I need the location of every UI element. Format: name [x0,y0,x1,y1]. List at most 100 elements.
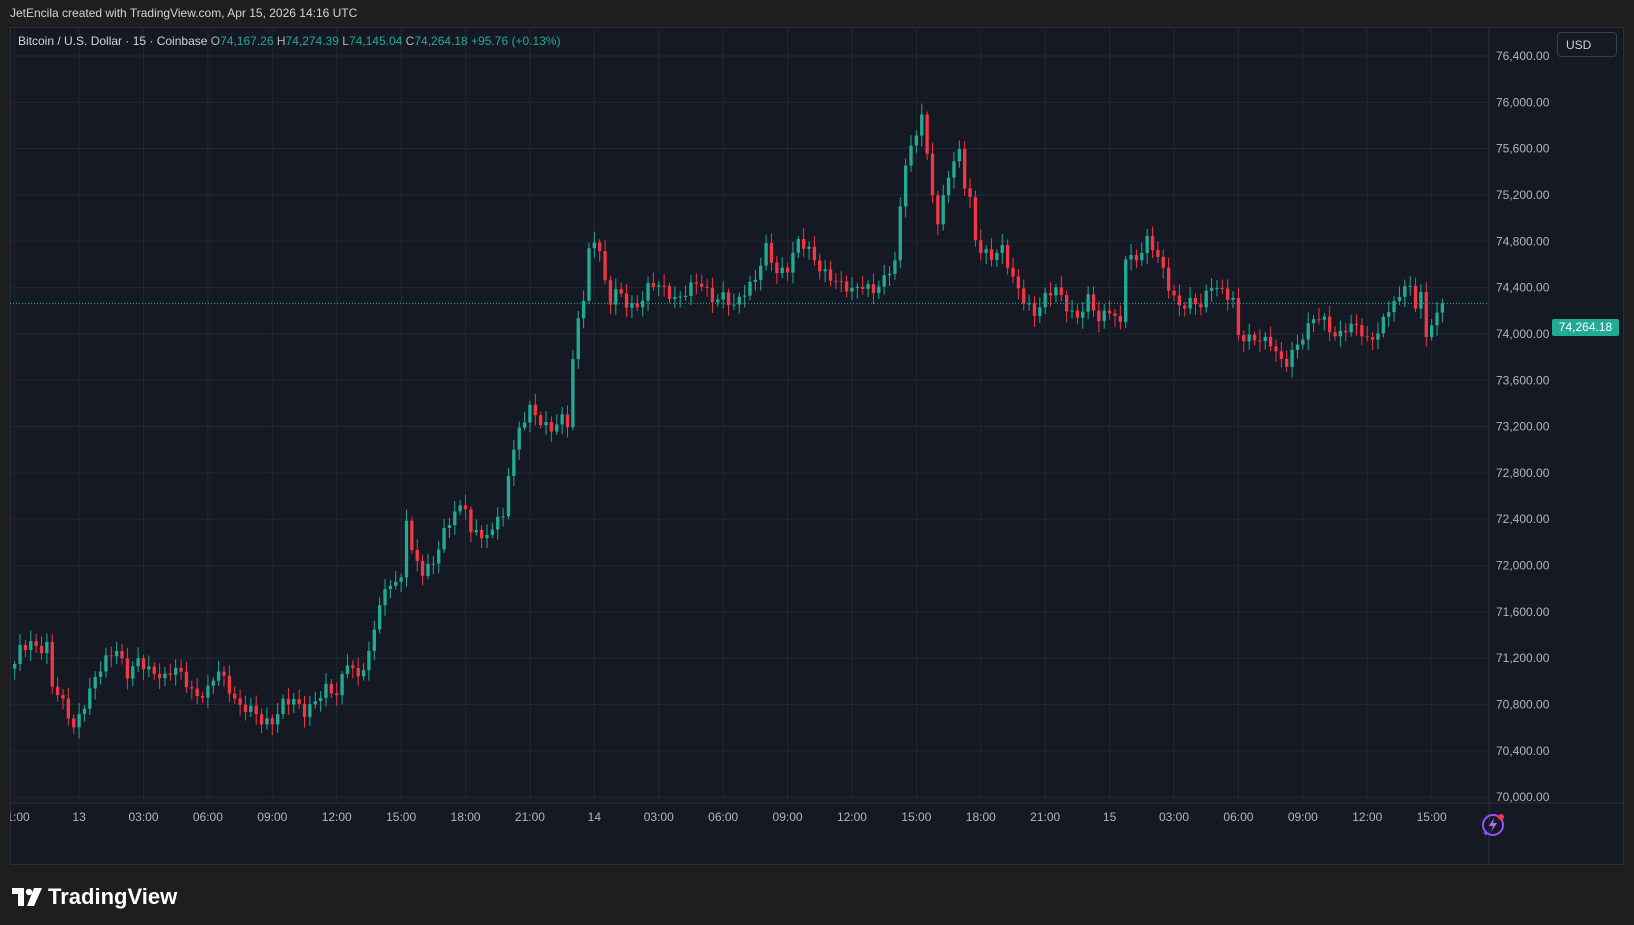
candle-body [1263,336,1267,342]
candle-body [469,509,473,533]
candle-body [1027,303,1031,305]
candle-body [1408,285,1412,287]
candle-body [1156,250,1160,257]
candle-body [324,683,328,698]
candle-body [227,675,232,694]
candle-body [66,698,71,719]
candle-body [88,688,92,709]
candle-body [957,148,961,162]
candle-body [1134,255,1139,261]
candle-body [651,283,656,287]
candle-body [1381,316,1386,334]
candle-body [769,242,774,263]
candle-body [394,581,398,586]
candle-body [463,505,468,510]
candle-body [914,135,919,146]
time-tick-label: 09:00 [257,810,287,824]
candle-body [190,687,194,689]
time-tick-label: 03:00 [128,810,158,824]
candle-body [979,240,983,253]
ohlc-legend: Bitcoin / U.S. Dollar · 15 · Coinbase O7… [18,34,560,48]
candle-body [565,414,570,428]
time-tick-label: 13 [72,810,86,824]
candlestick-chart[interactable]: 70,000.00 70,400.00 70,800.00 71,200.00 71,6… [10,27,1624,865]
candle-body [576,318,580,360]
price-axis[interactable]: 70,000.00 70,400.00 70,800.00 71,200.00 71,6… [1496,49,1550,804]
close-value: 74,264.18 [414,34,468,48]
candle-body [716,299,720,303]
price-tick-label: 70,000.00 [1496,790,1550,804]
candle-body [1328,316,1332,333]
time-tick-label: 18:00 [966,810,996,824]
candle-body [710,287,715,303]
currency-button[interactable]: USD [1557,32,1617,57]
chart-frame[interactable] [10,27,1624,865]
candle-body [775,262,779,274]
candle-body [281,698,285,715]
candle-body [29,641,33,651]
candle-body [1172,290,1176,296]
candle-body [1247,334,1251,342]
candle-body [243,704,248,712]
candle-body [1086,294,1090,312]
candle-body [377,605,382,630]
candle-body [93,676,97,689]
candle-body [700,283,704,287]
candle-body [77,714,81,728]
candle-body [930,153,935,196]
candle-body [1193,297,1198,305]
change-value: +95.76 (+0.13%) [471,34,561,48]
candle-body [893,260,897,274]
candle-body [45,641,49,654]
candle-body [1306,323,1310,340]
grid-lines [10,27,1624,865]
candle-body [796,239,800,253]
symbol-title[interactable]: Bitcoin / U.S. Dollar · 15 · Coinbase [18,34,208,48]
candle-body [98,671,103,677]
price-tick-label: 70,400.00 [1496,744,1550,758]
time-axis[interactable]: 21:00 13 03:00 06:00 09:00 12:00 15:00 18:00 21:… [10,810,1447,824]
candles [13,103,1445,739]
candle-body [163,673,167,679]
candle-body [23,645,28,651]
price-tick-label: 74,400.00 [1496,281,1550,295]
candle-body [624,293,629,308]
candle-body [50,641,54,687]
candle-body [206,685,210,698]
candle-body [1338,330,1343,337]
tradingview-logo[interactable]: TradingView [12,883,177,911]
price-tick-label: 74,800.00 [1496,234,1550,248]
candle-body [887,273,892,276]
candle-body [345,665,350,674]
candle-body [1279,351,1284,359]
candle-body [1333,332,1337,337]
candle-body [898,206,902,261]
candle-body [308,704,312,717]
candle-body [1236,297,1241,336]
candle-body [984,249,988,253]
price-tick-label: 75,200.00 [1496,188,1550,202]
candle-body [694,282,698,284]
candle-body [549,422,554,432]
candle-body [920,114,924,136]
low-label: L [342,34,349,48]
candle-body [1301,339,1305,345]
candle-body [1000,245,1004,253]
candle-body [114,651,119,657]
time-tick-label: 06:00 [708,810,738,824]
candle-body [120,651,124,659]
candle-body [1392,301,1396,313]
candle-body [1215,288,1219,290]
candle-body [587,248,591,301]
candle-body [152,666,156,674]
time-tick-label: 09:00 [1288,810,1318,824]
price-tick-label: 76,400.00 [1496,49,1550,63]
candle-body [1188,297,1192,309]
candle-body [479,530,484,539]
time-tick-label: 15:00 [386,810,416,824]
candle-body [1054,287,1058,296]
candle-body [104,655,108,672]
lightning-bolt-icon[interactable] [1480,812,1506,838]
candle-body [399,577,403,582]
candle-body [909,145,913,166]
